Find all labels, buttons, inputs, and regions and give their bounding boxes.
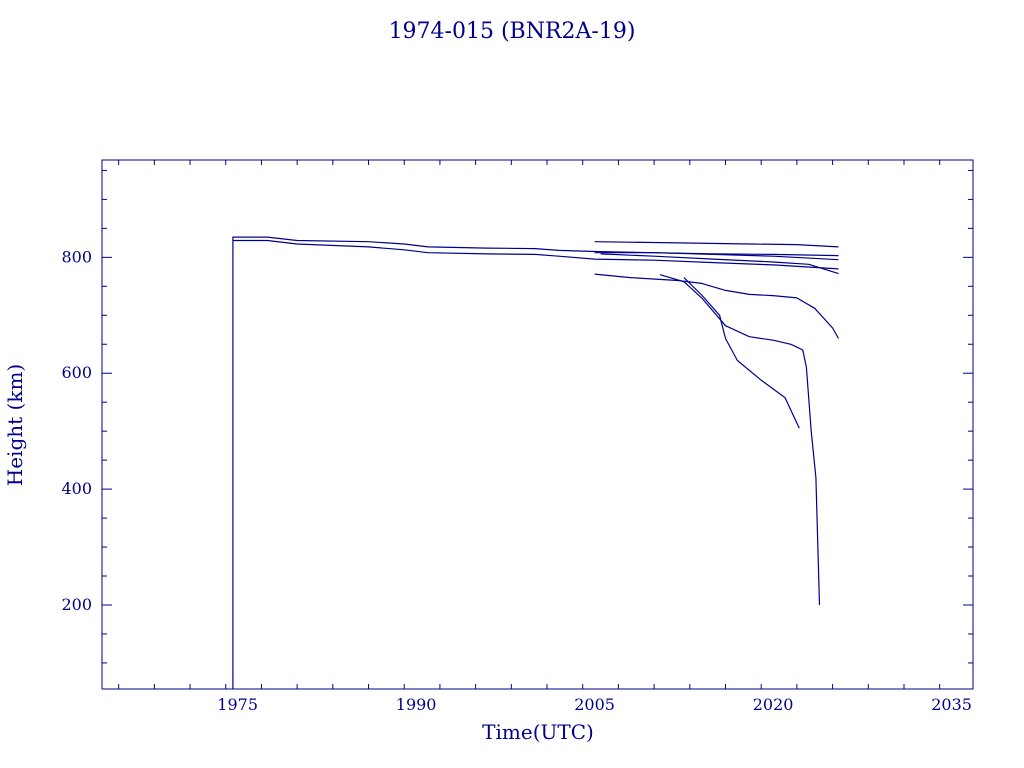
plot-frame xyxy=(101,159,974,690)
ticks xyxy=(102,160,973,689)
y-axis-label: Height (km) xyxy=(3,364,27,486)
x-axis-label: Time(UTC) xyxy=(482,720,594,744)
series-line-7 xyxy=(659,274,821,606)
y-tick-label: 800 xyxy=(61,247,92,266)
y-tick-label: 400 xyxy=(61,479,92,498)
tick-labels: 1975 1990 2005 2020 2035 200 400 600 800 xyxy=(61,247,971,714)
x-tick-label: 2020 xyxy=(753,695,794,714)
series-line-8 xyxy=(683,277,800,429)
x-tick-label: 1990 xyxy=(396,695,437,714)
series-line-5 xyxy=(600,253,839,275)
chart-title: 1974-015 (BNR2A-19) xyxy=(389,19,636,44)
x-tick-label: 2035 xyxy=(931,695,972,714)
y-tick-label: 600 xyxy=(61,363,92,382)
y-tick-label: 200 xyxy=(61,595,92,614)
series-group xyxy=(232,236,840,689)
x-tick-label: 1975 xyxy=(217,695,258,714)
series-line-4 xyxy=(594,252,839,257)
series-line-6 xyxy=(594,273,840,339)
series-line-3 xyxy=(594,241,839,248)
series-line-2 xyxy=(232,239,839,270)
x-tick-label: 2005 xyxy=(574,695,615,714)
series-line-1 xyxy=(232,236,839,689)
